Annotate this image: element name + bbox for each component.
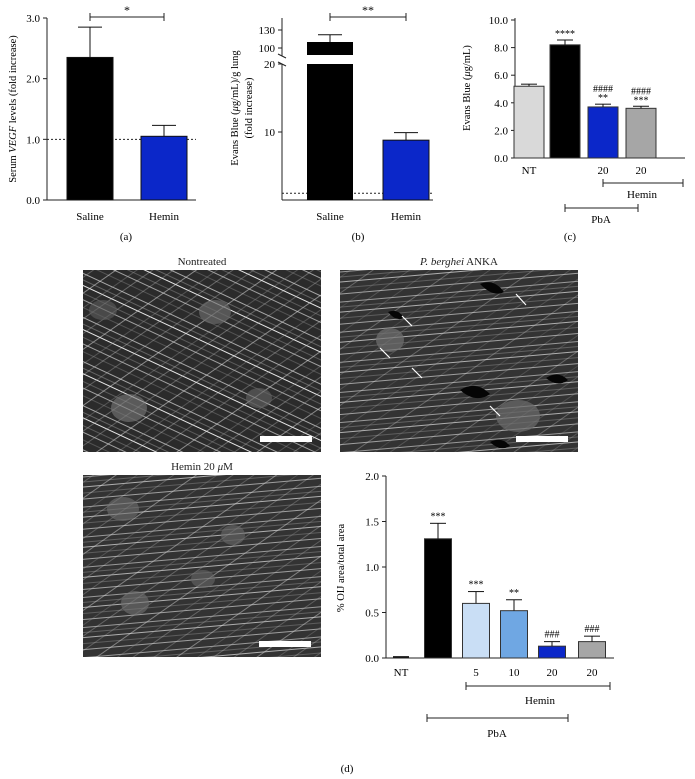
chart-c-ytick-label: 8.0 bbox=[494, 43, 508, 55]
chart-d-xtick-label: 5 bbox=[473, 667, 479, 679]
chart-d-significance: ** bbox=[509, 588, 519, 599]
chart-a-ylabel: Serum VEGF levels (fold increase) bbox=[8, 35, 19, 183]
chart-b-ylabel2: (fold increase) bbox=[244, 77, 255, 138]
chart-c-pba-label: PbA bbox=[591, 214, 611, 226]
chart-c-ytick-label: 10.0 bbox=[489, 15, 509, 27]
chart-c-significance: **** bbox=[555, 29, 575, 40]
chart-c-bar bbox=[513, 85, 545, 159]
chart-b-ytick-label: 10 bbox=[264, 127, 276, 139]
chart-b-xtick-label: Hemin bbox=[391, 211, 421, 223]
image-title-nontreated: Nontreated bbox=[177, 256, 227, 268]
chart-d-significance: *** bbox=[431, 511, 446, 522]
chart-d: 0.00.51.01.52.0 NT***5***10**20###20### … bbox=[336, 471, 614, 775]
chart-d-bar bbox=[424, 538, 452, 659]
chart-b-bar bbox=[382, 139, 430, 201]
chart-d-bar bbox=[578, 641, 606, 659]
chart-d-xtick-label: 10 bbox=[509, 667, 521, 679]
chart-c-xtick-label: NT bbox=[522, 165, 537, 177]
chart-c-significance: #### bbox=[631, 86, 651, 97]
scale-bar-nontreated bbox=[260, 436, 312, 442]
micrograph-hemin-image bbox=[83, 475, 321, 657]
chart-d-xtick-label: 20 bbox=[587, 667, 599, 679]
chart-c-ytick-label: 6.0 bbox=[494, 70, 508, 82]
micrograph-nontreated bbox=[83, 270, 321, 452]
chart-c-bar bbox=[549, 44, 581, 159]
image-title-hemin: Hemin 20 μM bbox=[171, 461, 233, 473]
chart-a: 0.0 1.0 2.0 3.0 Saline Hemin * Serum VEGF le… bbox=[8, 3, 196, 243]
chart-a-ytick-label: 1.0 bbox=[26, 134, 40, 146]
chart-a-ytick-label: 3.0 bbox=[26, 13, 40, 25]
chart-c: 0.02.04.06.08.010.0 NT****20**####20***#… bbox=[462, 15, 685, 243]
chart-d-ytick-label: 0.5 bbox=[365, 608, 379, 620]
chart-a-ytick-label: 2.0 bbox=[26, 74, 40, 86]
chart-a-sig-label: * bbox=[124, 3, 130, 17]
chart-d-bar bbox=[500, 610, 528, 659]
panel-label-b: (b) bbox=[352, 231, 365, 243]
chart-d-ytick-label: 2.0 bbox=[365, 471, 379, 483]
micrograph-hemin bbox=[83, 475, 321, 657]
chart-d-significance: *** bbox=[469, 580, 484, 591]
chart-c-xtick-label: 20 bbox=[636, 165, 648, 177]
chart-d-bar bbox=[462, 602, 490, 659]
chart-b-ytick-label: 130 bbox=[259, 25, 276, 37]
chart-d-pba-label: PbA bbox=[487, 728, 507, 740]
chart-c-hemin-label: Hemin bbox=[627, 189, 657, 201]
chart-d-bar bbox=[538, 645, 566, 659]
panel-label-a: (a) bbox=[120, 231, 133, 243]
chart-c-significance: *** bbox=[634, 95, 649, 106]
chart-a-bar bbox=[140, 135, 188, 201]
chart-a-ytick-label: 0.0 bbox=[26, 195, 40, 207]
micrograph-pba-image bbox=[340, 270, 578, 452]
chart-d-xtick-label: 20 bbox=[547, 667, 559, 679]
chart-a-xtick-label: Hemin bbox=[149, 211, 179, 223]
chart-d-ylabel: % OIJ area/total area bbox=[336, 524, 347, 613]
panel-label-c: (c) bbox=[564, 231, 577, 243]
chart-d-significance: ### bbox=[545, 630, 560, 641]
micrograph-pba bbox=[340, 270, 578, 452]
chart-b-ytick-label: 100 bbox=[259, 43, 276, 55]
chart-c-significance: ** bbox=[598, 93, 608, 104]
chart-c-bar bbox=[625, 107, 657, 159]
chart-b-bar-upper bbox=[307, 42, 353, 55]
chart-b-ytick-label: 20 bbox=[264, 59, 276, 71]
chart-a-xtick-label: Saline bbox=[76, 211, 104, 223]
chart-c-significance: #### bbox=[593, 84, 613, 95]
chart-c-ytick-label: 2.0 bbox=[494, 125, 508, 137]
chart-b: 130 100 20 10 Saline Hemin ** Evans Blue (μg… bbox=[230, 3, 433, 243]
chart-d-xtick-label: NT bbox=[394, 667, 409, 679]
chart-c-xtick-label: 20 bbox=[598, 165, 610, 177]
panel-label-d: (d) bbox=[341, 763, 354, 775]
chart-b-sig-label: ** bbox=[362, 3, 374, 17]
chart-c-bar bbox=[587, 106, 619, 159]
chart-b-xtick-label: Saline bbox=[316, 211, 344, 223]
chart-d-significance: ### bbox=[585, 624, 600, 635]
chart-d-ytick-label: 1.0 bbox=[365, 562, 379, 574]
scale-bar-pba bbox=[516, 436, 568, 442]
chart-d-ytick-label: 1.5 bbox=[365, 517, 379, 529]
chart-c-ytick-label: 4.0 bbox=[494, 98, 508, 110]
scale-bar-hemin bbox=[259, 641, 311, 647]
chart-c-ylabel: Evans Blue (μg/mL) bbox=[462, 45, 473, 131]
chart-b-ylabel: Evans Blue (μg/mL)/g lung bbox=[230, 50, 241, 166]
chart-c-ytick-label: 0.0 bbox=[494, 153, 508, 165]
chart-d-hemin-label: Hemin bbox=[525, 695, 555, 707]
chart-a-bar bbox=[66, 56, 114, 201]
micrograph-nontreated-image bbox=[83, 270, 321, 452]
chart-b-bar-lower bbox=[307, 64, 353, 200]
chart-d-ytick-label: 0.0 bbox=[365, 653, 379, 665]
image-title-pba: P. berghei ANKA bbox=[420, 256, 498, 268]
